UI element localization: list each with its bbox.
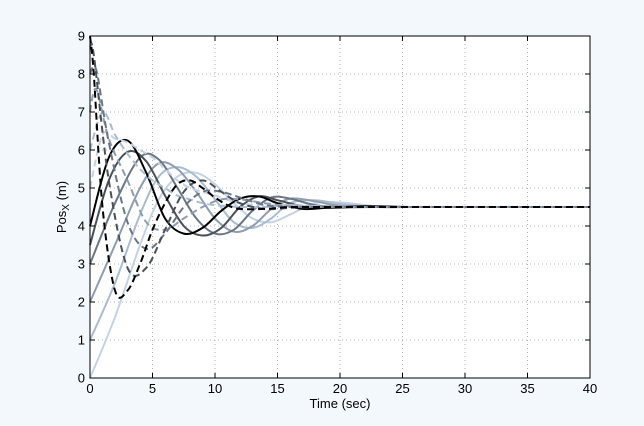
x-tick-label: 40 [583,381,597,396]
x-tick-label: 15 [270,381,284,396]
dashed-series-line-12 [89,35,590,299]
y-tick-label: 1 [78,333,85,348]
y-tick-label: 2 [78,295,85,310]
y-tick-label: 9 [78,29,85,44]
y-tick-label: 7 [78,105,85,120]
y-tick-label: 4 [78,219,85,234]
y-tick-label: 5 [78,181,85,196]
y-axis-label-unit: (m) [54,181,69,204]
x-tick-label: 5 [149,381,156,396]
x-tick-label: 25 [395,381,409,396]
y-tick-label: 8 [78,67,85,82]
x-tick-label: 20 [333,381,347,396]
x-axis-label: Time (sec) [310,396,371,411]
y-tick-label: 6 [78,143,85,158]
x-tick-label: 30 [458,381,472,396]
x-tick-label: 0 [86,381,93,396]
x-tick-label: 35 [520,381,534,396]
x-tick-label: 10 [208,381,222,396]
y-axis-label-main: Pos [54,210,69,233]
grid-lines [90,36,590,378]
series-lines [89,35,590,379]
dashed-series-line-10 [89,64,590,250]
y-tick-label: 3 [78,257,85,272]
axis-ticks: 0 5 10 15 20 25 30 35 40 0 1 2 3 4 5 6 7 8 9 [78,29,597,397]
y-tick-label: 0 [78,371,85,386]
y-axis-label: PosX (m) [54,181,72,233]
y-axis-label-subscript: X [61,204,72,211]
dashed-series-line-9 [89,87,590,232]
